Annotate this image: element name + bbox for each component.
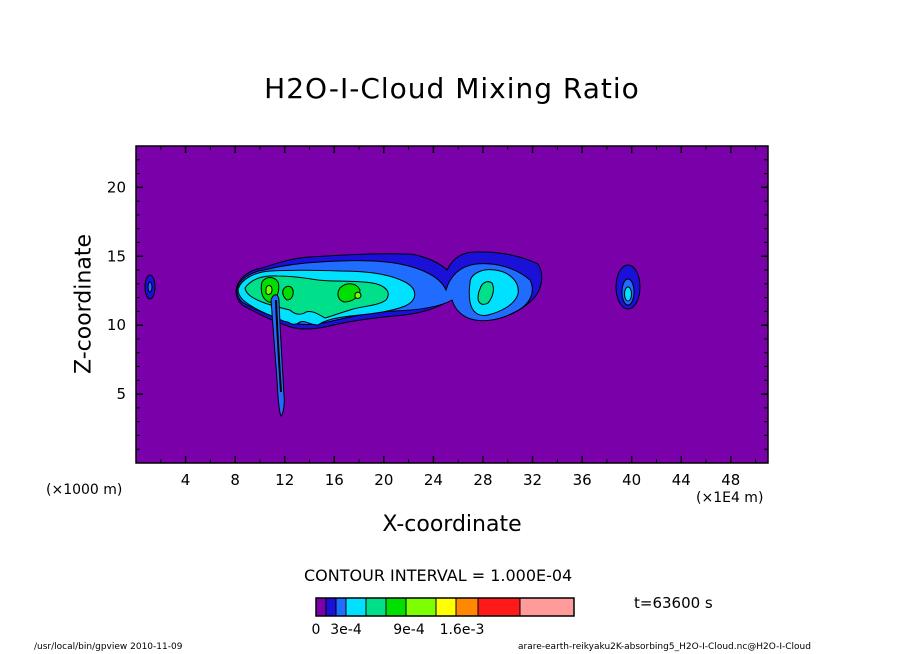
colorbar-swatch — [315, 597, 327, 617]
x-tick-label: 32 — [523, 471, 542, 489]
x-tick-label: 12 — [275, 471, 294, 489]
x-tick-label: 24 — [424, 471, 443, 489]
y-tick-label: 20 — [107, 178, 126, 196]
plot-frame — [135, 145, 769, 464]
x-tick-label: 48 — [721, 471, 740, 489]
colorbar-swatch — [385, 597, 407, 617]
colorbar-swatch — [335, 597, 347, 617]
x-tick-label: 36 — [573, 471, 592, 489]
x-tick-label: 8 — [230, 471, 240, 489]
time-label: t=63600 s — [634, 594, 713, 612]
colorbar-swatch — [325, 597, 337, 617]
colorbar-label: 9e-4 — [393, 622, 425, 638]
vertical-streak-line — [275, 299, 282, 393]
contour-level-4-x28 — [477, 281, 494, 305]
contour-level-2-x1 — [147, 281, 153, 293]
colorbar-swatch — [455, 597, 479, 617]
colorbar-swatch — [405, 597, 437, 617]
x-tick-label: 16 — [325, 471, 344, 489]
footer-left: /usr/local/bin/gpview 2010-11-09 — [34, 642, 183, 652]
colorbar: 0 3e-4 9e-4 1.6e-3 — [312, 597, 575, 638]
colorbar-frame — [315, 597, 575, 617]
x-unit-note: (×1000 m) — [46, 482, 123, 498]
y-tick-label: 15 — [107, 247, 126, 265]
colorbar-swatch — [435, 597, 457, 617]
x-tick-label: 44 — [672, 471, 691, 489]
x-axis-label: X-coordinate — [382, 512, 522, 537]
contour-level-6-core-b — [354, 291, 362, 299]
y-axis-ticks: 5 10 15 20 — [107, 159, 768, 450]
x-tick-label: 20 — [374, 471, 393, 489]
x-axis-ticks: 4 8 12 16 20 24 28 32 36 40 44 48 — [160, 146, 757, 489]
x-tick-label: 40 — [622, 471, 641, 489]
colorbar-swatch — [365, 597, 387, 617]
colorbar-swatch — [477, 597, 521, 617]
x-tick-label: 28 — [473, 471, 492, 489]
footer-right: arare-earth-reikyaku2K-absorbing5_H2O-I-… — [518, 642, 811, 652]
contour-level-3-x40 — [624, 286, 632, 302]
contour-interval-label: CONTOUR INTERVAL = 1.000E-04 — [304, 566, 573, 585]
contour-level-6-core-a — [265, 285, 273, 295]
chart-title: H2O-I-Cloud Mixing Ratio — [264, 72, 640, 105]
contour-layer — [144, 251, 641, 417]
colorbar-label: 0 — [312, 622, 321, 638]
y-tick-label: 10 — [107, 316, 126, 334]
contour-level-5-core-c — [282, 285, 294, 301]
plot-background — [136, 146, 768, 463]
y-axis-label: Z-coordinate — [71, 234, 97, 374]
colorbar-label: 1.6e-3 — [440, 622, 485, 638]
x-tick-label: 4 — [181, 471, 191, 489]
y-unit-note: (×1E4 m) — [696, 490, 764, 506]
contour-level-5-core-b — [337, 283, 361, 303]
colorbar-swatch — [345, 597, 367, 617]
colorbar-label: 3e-4 — [330, 622, 362, 638]
y-tick-label: 5 — [116, 385, 126, 403]
colorbar-swatch — [519, 597, 575, 617]
